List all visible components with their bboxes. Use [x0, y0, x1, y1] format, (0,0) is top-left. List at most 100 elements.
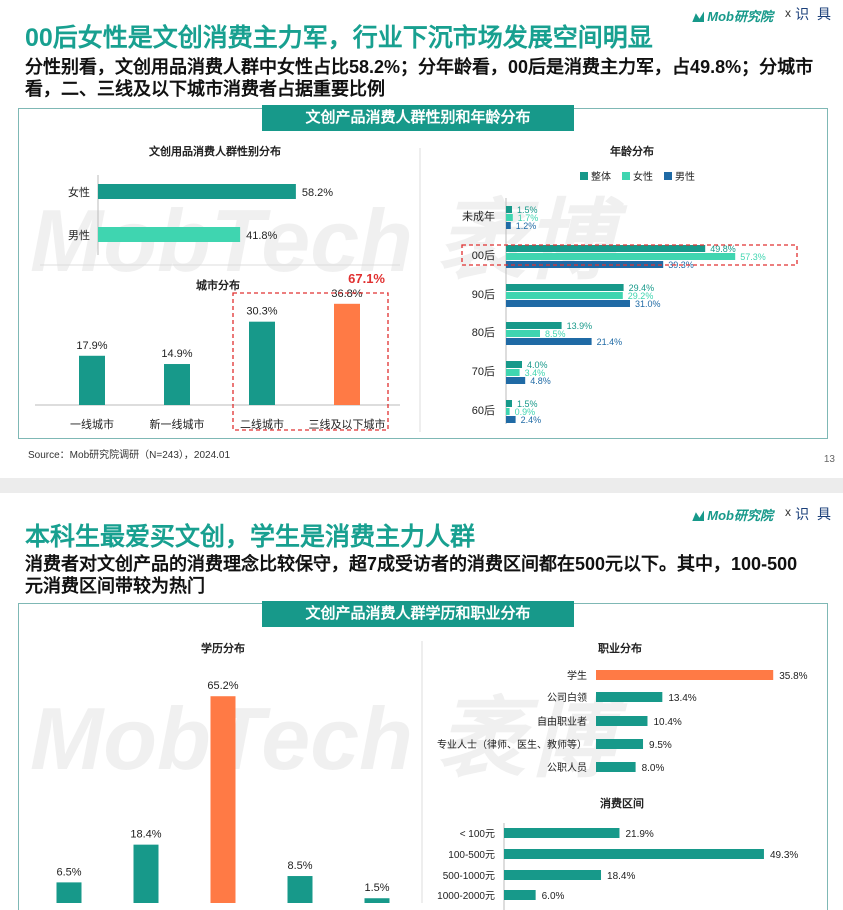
slide-title: 00后女性是文创消费主力军，行业下沉市场发展空间明显 — [25, 24, 653, 52]
bar — [506, 338, 592, 345]
data-label: 8.0% — [642, 763, 665, 774]
data-label: 10.4% — [653, 717, 681, 728]
bar — [506, 222, 511, 229]
data-label: 29.2% — [628, 291, 654, 301]
chart-title: 消费区间 — [600, 796, 644, 810]
category-label: 90后 — [472, 288, 495, 301]
bar — [506, 322, 562, 329]
panel-banner: 文创产品消费人群学历和职业分布 — [262, 601, 574, 627]
category-label: 男性 — [68, 228, 90, 242]
data-label: 36.8% — [331, 288, 362, 300]
data-label: 4.0% — [527, 360, 548, 370]
data-label: 41.8% — [246, 230, 277, 242]
bar — [164, 364, 190, 405]
category-label: 自由职业者 — [537, 715, 587, 728]
category-label: 500-1000元 — [443, 871, 495, 882]
bar — [506, 377, 526, 384]
bar — [506, 300, 630, 307]
category-label: 100-500元 — [448, 850, 495, 861]
data-label: 8.5% — [287, 860, 312, 872]
data-label: 1.5% — [364, 882, 389, 894]
data-label: 29.4% — [629, 283, 655, 293]
category-label: 专业人士（律师、医生、教师等） — [437, 738, 587, 751]
data-label: 6.0% — [542, 891, 565, 902]
data-label: 2.4% — [521, 415, 542, 425]
source-note: Source：Mob研究院调研（N=243），2024.01 — [28, 450, 231, 461]
highlight-box — [232, 292, 389, 431]
data-label: 3.4% — [525, 368, 546, 378]
data-label: 13.4% — [668, 693, 696, 704]
category-label: 一线城市 — [70, 417, 114, 431]
data-label: 18.4% — [607, 871, 635, 882]
bar — [506, 292, 623, 299]
bar — [506, 369, 520, 376]
data-label: 18.4% — [130, 829, 161, 841]
brand-name: Mob研究院 — [707, 9, 773, 24]
bar — [506, 361, 522, 368]
bar — [504, 890, 536, 900]
category-label: 1000-2000元 — [437, 891, 495, 902]
bar — [506, 330, 540, 337]
bar — [596, 670, 774, 680]
chart-title: 年龄分布 — [610, 144, 654, 158]
bar — [506, 214, 513, 221]
legend-label: 男性 — [675, 170, 695, 183]
bar — [506, 206, 512, 213]
data-label: 0.9% — [515, 407, 536, 417]
bar — [596, 739, 644, 749]
panel-banner: 文创产品消费人群性别和年龄分布 — [262, 105, 574, 131]
slide-subtitle: 分性别看，文创用品消费人群中女性占比58.2%；分年龄看，00后是消费主力军，占… — [25, 57, 814, 99]
data-label: 1.2% — [516, 221, 537, 231]
category-label: 学生 — [567, 669, 587, 682]
data-label: 1.5% — [517, 205, 538, 215]
partner-logo: 识 具 — [795, 506, 833, 522]
bar — [249, 321, 275, 405]
annotation: 67.1% — [348, 271, 385, 286]
bar — [287, 876, 313, 903]
category-label: 00后 — [472, 249, 495, 262]
data-label: 31.0% — [635, 299, 661, 309]
bar — [596, 762, 636, 772]
slide-14: MobTech 袤博 本科生最爱买文创，学生是消费主力人群 消费者对文创产品的消… — [0, 493, 843, 910]
brand-name: Mob研究院 — [707, 508, 773, 523]
data-label: 13.9% — [567, 321, 593, 331]
bar — [133, 844, 159, 903]
slide-title: 本科生最爱买文创，学生是消费主力人群 — [25, 523, 476, 551]
page-number: 13 — [823, 454, 835, 465]
bar — [506, 408, 510, 415]
data-label: 57.3% — [740, 252, 766, 262]
bar — [506, 253, 736, 260]
data-label: 1.5% — [517, 399, 538, 409]
data-label: 35.8% — [779, 671, 807, 682]
category-label: < 100元 — [460, 829, 495, 840]
data-label: 65.2% — [207, 680, 238, 692]
data-label: 6.5% — [56, 866, 81, 878]
collab-x: x — [785, 505, 791, 519]
collab-x: x — [785, 6, 791, 20]
data-label: 8.5% — [545, 329, 566, 339]
chart-title: 文创用品消费人群性别分布 — [149, 144, 281, 158]
legend-label: 女性 — [633, 170, 653, 183]
bar — [79, 355, 105, 405]
bar — [506, 400, 512, 407]
chart-title: 学历分布 — [201, 641, 245, 655]
category-label: 新一线城市 — [150, 417, 205, 431]
mob-research-logo: Mob研究院 — [692, 6, 773, 25]
category-label: 二线城市 — [240, 417, 284, 431]
category-label: 60后 — [472, 404, 495, 417]
bar — [596, 692, 663, 702]
data-label: 21.9% — [625, 829, 653, 840]
bar — [506, 284, 624, 291]
bar — [98, 184, 296, 199]
data-label: 17.9% — [76, 340, 107, 352]
partner-logo: 识 具 — [795, 6, 833, 22]
bar — [56, 882, 82, 903]
chart-title: 职业分布 — [598, 641, 642, 655]
bar — [506, 416, 516, 423]
mob-research-logo: Mob研究院 — [692, 505, 773, 524]
data-label: 49.8% — [710, 244, 736, 254]
data-label: 9.5% — [649, 740, 672, 751]
legend-label: 整体 — [591, 170, 611, 183]
